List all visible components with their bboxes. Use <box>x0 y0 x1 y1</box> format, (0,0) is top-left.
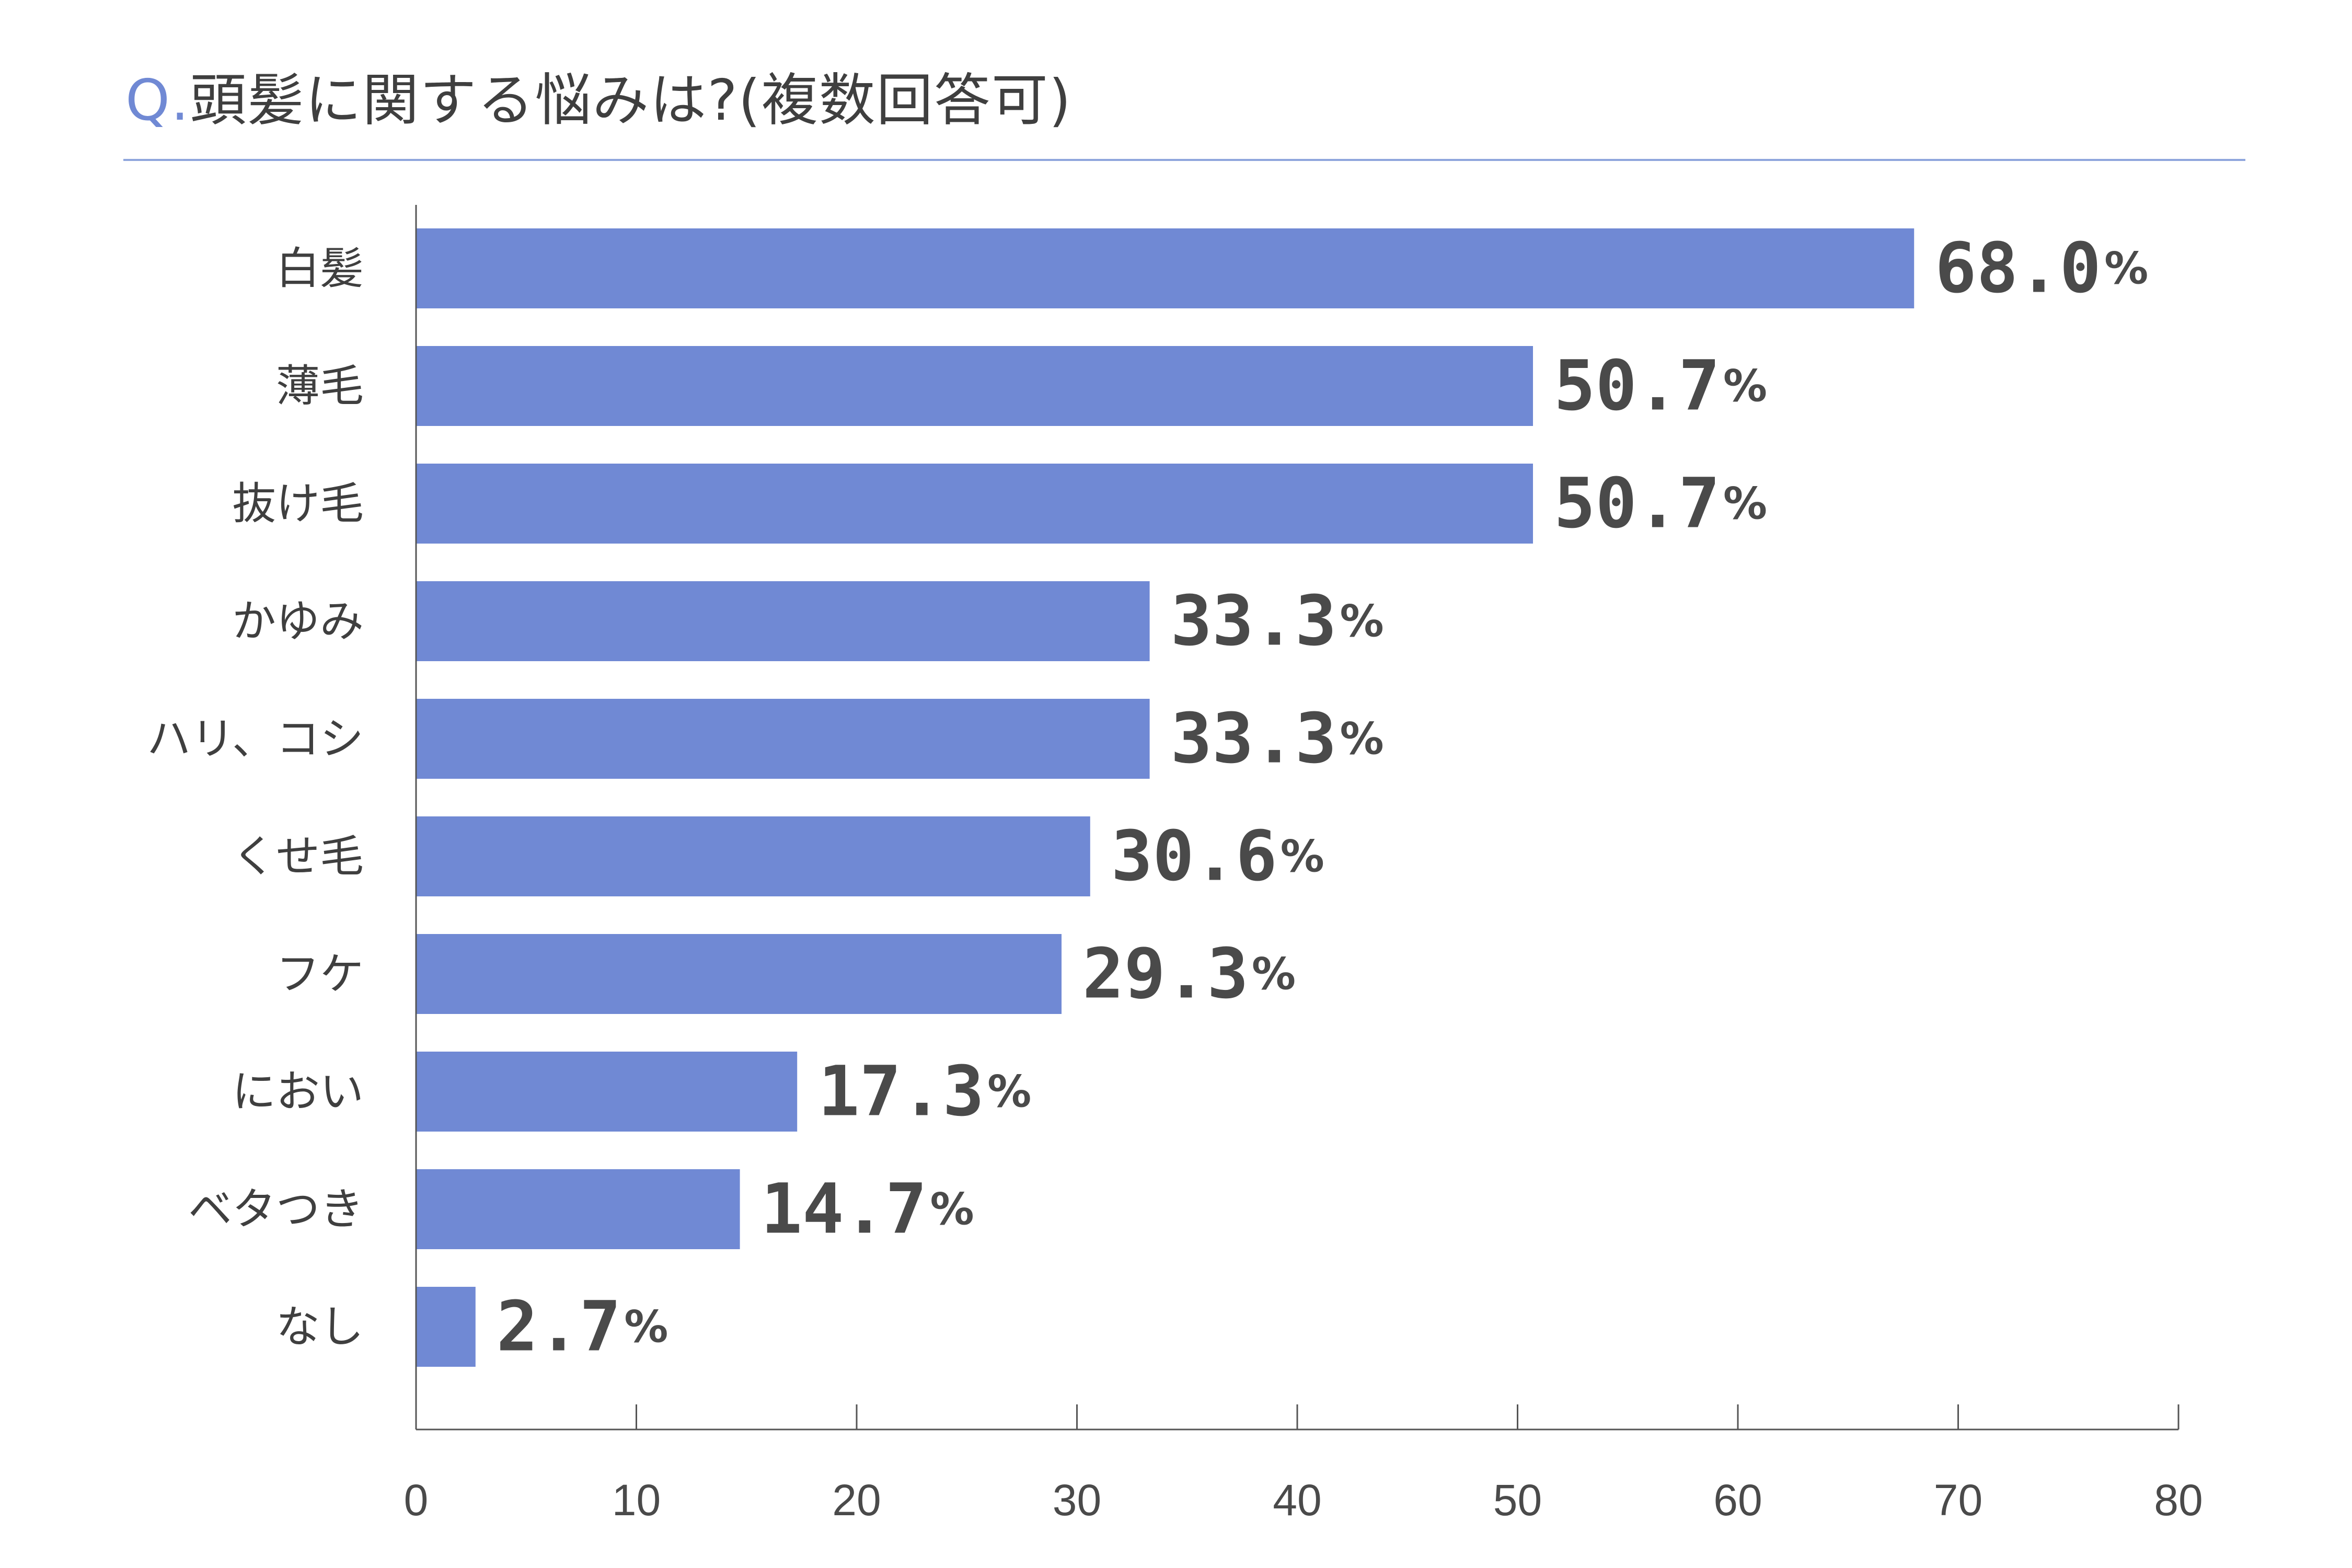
value-label: 14.7% <box>761 1169 974 1250</box>
chart-title: Q.頭髪に関する悩みは?(複数回答可) <box>125 67 1072 135</box>
category-label: なし <box>276 1301 364 1353</box>
title-text: 頭髪に関する悩みは?(複数回答可) <box>190 68 1072 133</box>
bar <box>416 816 1090 896</box>
category-label: におい <box>232 1066 364 1117</box>
value-label: 30.6% <box>1111 816 1324 897</box>
x-tick-label: 30 <box>1053 1475 1101 1525</box>
category-label: くせ毛 <box>232 831 364 882</box>
x-tick-label: 0 <box>404 1475 429 1525</box>
value-label: 50.7% <box>1554 464 1767 544</box>
value-label: 33.3% <box>1171 699 1384 779</box>
bar <box>416 581 1150 661</box>
bar <box>416 1052 798 1132</box>
value-label: 17.3% <box>818 1052 1031 1132</box>
x-tick-label: 50 <box>1493 1475 1542 1525</box>
value-label: 29.3% <box>1082 934 1296 1014</box>
bar <box>416 346 1534 426</box>
bar <box>416 699 1150 779</box>
x-tick-label: 20 <box>832 1475 881 1525</box>
value-label: 33.3% <box>1171 581 1384 662</box>
category-label: かゆみ <box>232 596 364 647</box>
category-label: ベタつき <box>188 1184 364 1235</box>
title-divider <box>123 159 2245 161</box>
bar <box>416 464 1534 544</box>
bar <box>416 934 1062 1014</box>
x-tick-label: 60 <box>1713 1475 1762 1525</box>
category-label: 薄毛 <box>276 361 364 412</box>
value-label: 2.7% <box>497 1287 668 1367</box>
value-label: 50.7% <box>1554 346 1767 426</box>
category-label: ハリ、コシ <box>147 713 364 765</box>
x-tick-label: 40 <box>1273 1475 1321 1525</box>
axes-group <box>415 205 2180 1431</box>
category-label: 抜け毛 <box>232 478 364 529</box>
category-label: フケ <box>276 949 364 1000</box>
bars-group <box>416 228 1915 1367</box>
bar <box>416 1287 476 1367</box>
value-label: 68.0% <box>1935 228 2148 309</box>
x-tick-label: 80 <box>2154 1475 2203 1525</box>
x-tick-label: 10 <box>612 1475 661 1525</box>
bar <box>416 1169 740 1249</box>
labels-group: 白髪 68.0% 薄毛 50.7% 抜け毛 50.7% かゆみ 33.3% ハリ、コシ 33.3%… <box>147 228 2203 1525</box>
category-label: 白髪 <box>276 243 364 294</box>
bar <box>416 228 1915 308</box>
title-prefix: Q. <box>125 68 190 133</box>
x-tick-label: 70 <box>1934 1475 1982 1525</box>
